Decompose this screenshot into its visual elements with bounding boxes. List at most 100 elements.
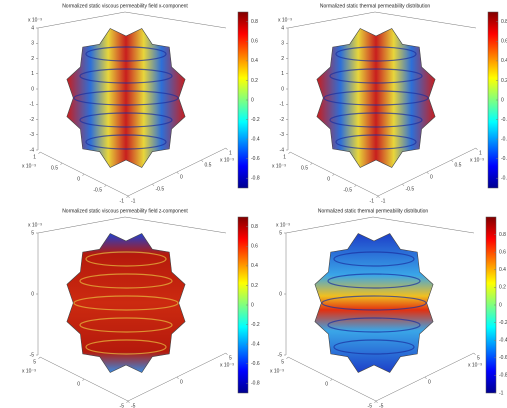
box-edge <box>38 217 125 233</box>
x-tick <box>377 196 379 198</box>
colorbar-tick-label: -0.4 <box>251 136 260 142</box>
colorbar-tick-label: 0 <box>251 302 254 308</box>
y-tick <box>452 160 454 162</box>
colorbar-tick-label: 0.4 <box>499 267 506 273</box>
z-tick-label: -5 <box>30 352 35 358</box>
colorbar-tick-label: 0.6 <box>501 39 507 45</box>
z-tick-label: 1 <box>31 71 34 77</box>
y-tick <box>226 148 228 150</box>
z-tick-label: 4 <box>31 25 34 31</box>
y-tick <box>128 401 130 403</box>
z-tick-label: -3 <box>30 132 35 138</box>
y-tick <box>177 377 179 379</box>
colorbar-tick-label: -0.2 <box>499 320 507 326</box>
colorbar-tick-label: 0.2 <box>499 285 506 291</box>
y-tick-label: 0.5 <box>205 162 212 168</box>
box-edge <box>373 217 474 233</box>
z-exponent: x 10⁻³ <box>28 222 42 228</box>
colorbar-tick-label: 0.8 <box>251 224 258 230</box>
z-tick-label: 4 <box>281 25 284 31</box>
y-tick <box>427 172 429 174</box>
z-tick-label: 5 <box>31 230 34 236</box>
y-tick-label: -5 <box>131 403 136 408</box>
colorbar-tick-label: 0.8 <box>251 19 258 25</box>
colorbar-tick-label: -0.6 <box>251 361 260 367</box>
z-tick-label: -1 <box>30 102 35 108</box>
z-exponent: x 10⁻³ <box>278 17 292 23</box>
z-exponent: x 10⁻³ <box>28 17 42 23</box>
z-tick-label: -3 <box>280 132 285 138</box>
z-tick-label: -5 <box>278 352 283 358</box>
panel: Normalized static viscous permeability f… <box>22 208 260 408</box>
z-tick-label: -1 <box>280 102 285 108</box>
y-tick-label: 5 <box>477 355 480 361</box>
x-exponent: x 10⁻³ <box>22 163 36 169</box>
colorbar-tick-label: -0.4 <box>251 341 260 347</box>
y-tick-label: -0.5 <box>156 186 165 192</box>
y-tick <box>202 160 204 162</box>
z-tick-label: 2 <box>31 56 34 62</box>
z-tick-label: 0 <box>31 291 34 297</box>
x-tick-label: -1 <box>370 198 375 204</box>
y-tick-label: -5 <box>379 403 384 408</box>
z-exponent: x 10⁻³ <box>276 222 290 228</box>
y-tick <box>177 172 179 174</box>
z-tick-label: 1 <box>281 71 284 77</box>
colorbar-tick-label: -0.6 <box>501 156 507 162</box>
x-tick <box>127 196 129 198</box>
x-tick-label: 5 <box>281 359 284 365</box>
z-tick-label: 0 <box>279 291 282 297</box>
x-tick-label: 0.5 <box>51 165 58 171</box>
x-tick <box>311 163 313 165</box>
box-edge <box>375 12 476 28</box>
z-tick-label: -4 <box>280 147 285 153</box>
z-tick-label: 3 <box>31 41 34 47</box>
x-tick-label: -1 <box>120 198 125 204</box>
box-edge <box>286 217 373 233</box>
x-tick <box>355 185 357 187</box>
colorbar-tick-label: -1 <box>499 390 504 396</box>
y-tick-label: -1 <box>131 198 136 204</box>
x-tick-label: -5 <box>368 403 373 408</box>
colorbar-tick-label: -0.8 <box>251 381 260 387</box>
colorbar-tick-label: -0.2 <box>251 322 260 328</box>
colorbar-tick-label: 0.4 <box>251 263 258 269</box>
y-exponent: x 10⁻³ <box>468 362 482 368</box>
colorbar-tick-label: -0.8 <box>499 373 507 379</box>
colorbar-tick-label: -0.4 <box>501 136 507 142</box>
x-tick-label: 0 <box>77 381 80 387</box>
y-tick <box>378 196 380 198</box>
surface <box>315 234 433 373</box>
x-tick-label: 0 <box>77 176 80 182</box>
colorbar-tick-label: -0.4 <box>499 338 507 344</box>
y-tick <box>403 184 405 186</box>
y-tick <box>476 148 478 150</box>
x-tick <box>83 379 85 381</box>
colorbar-tick-label: 0.6 <box>251 39 258 45</box>
y-tick <box>376 401 378 403</box>
surface <box>67 234 185 373</box>
y-tick <box>474 353 476 355</box>
colorbar-tick-label: 0 <box>499 302 502 308</box>
x-tick <box>287 357 289 359</box>
colorbar-tick-label: 0.4 <box>251 58 258 64</box>
x-tick-label: 0 <box>327 176 330 182</box>
colorbar-tick-label: -0.6 <box>251 156 260 162</box>
y-tick-label: 0 <box>428 379 431 385</box>
colorbar-tick-label: -0.6 <box>499 355 507 361</box>
colorbar-tick-label: 0.2 <box>251 78 258 84</box>
panel-title: Normalized static thermal permeability d… <box>318 208 429 214</box>
x-tick <box>39 152 41 154</box>
colorbar-tick-label: 0.4 <box>501 58 507 64</box>
x-tick-label: -0.5 <box>343 187 352 193</box>
y-tick-label: 0 <box>180 174 183 180</box>
colorbar-tick-label: -0.8 <box>251 176 260 182</box>
colorbar-tick-label: 0.2 <box>251 283 258 289</box>
box-edge <box>125 12 226 28</box>
colorbar-tick-label: 0.2 <box>501 78 507 84</box>
y-exponent: x 10⁻³ <box>470 157 484 163</box>
x-exponent: x 10⁻³ <box>272 163 286 169</box>
y-tick-label: 5 <box>229 355 232 361</box>
x-tick <box>289 152 291 154</box>
y-exponent: x 10⁻³ <box>220 362 234 368</box>
